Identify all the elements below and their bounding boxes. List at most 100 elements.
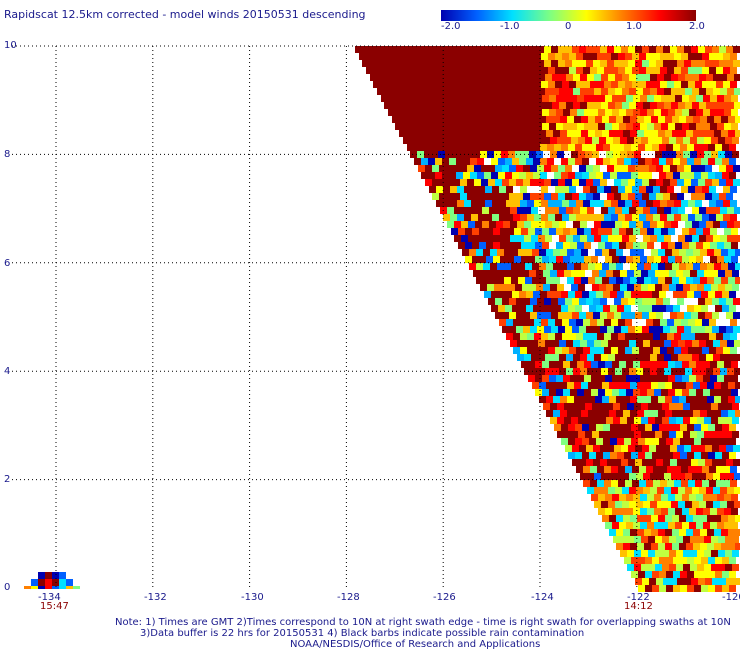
- swath-pixel: [479, 228, 486, 235]
- swath-pixel: [679, 410, 686, 417]
- swath-pixel: [661, 228, 668, 235]
- swath-pixel: [695, 466, 702, 473]
- swath-pixel: [507, 242, 514, 249]
- swath-pixel: [501, 137, 508, 144]
- swath-pixel: [576, 466, 583, 473]
- swath-pixel: [722, 291, 729, 298]
- swath-pixel: [493, 228, 500, 235]
- swath-pixel: [655, 137, 662, 144]
- swath-pixel: [690, 564, 697, 571]
- swath-pixel: [611, 53, 618, 60]
- swath-pixel: [698, 312, 705, 319]
- swath-pixel: [443, 186, 450, 193]
- swath-pixel: [460, 46, 467, 53]
- swath-pixel: [539, 263, 546, 270]
- swath-pixel: [555, 319, 562, 326]
- swath-pixel: [596, 305, 603, 312]
- swath-pixel: [565, 193, 572, 200]
- swath-pixel: [626, 256, 633, 263]
- swath-pixel: [591, 228, 598, 235]
- swath-pixel: [437, 95, 444, 102]
- lon-label: -132: [144, 592, 167, 603]
- swath-pixel: [446, 165, 453, 172]
- swath-pixel: [516, 312, 523, 319]
- swath-pixel: [591, 123, 598, 130]
- swath-pixel: [457, 67, 464, 74]
- swath-pixel: [480, 137, 487, 144]
- swath-pixel: [678, 74, 685, 81]
- swath-pixel: [615, 473, 622, 480]
- swath-pixel: [664, 207, 671, 214]
- swath-pixel: [637, 543, 644, 550]
- swath-pixel: [399, 130, 406, 137]
- swath-pixel: [669, 284, 676, 291]
- swath-pixel: [583, 186, 590, 193]
- swath-pixel: [554, 291, 561, 298]
- swath-pixel: [720, 88, 727, 95]
- swath-pixel: [560, 277, 567, 284]
- swath-pixel: [527, 81, 534, 88]
- swath-pixel: [577, 242, 584, 249]
- swath-pixel: [552, 354, 559, 361]
- swath-pixel: [627, 431, 634, 438]
- swath-pixel: [415, 53, 422, 60]
- swath-pixel: [692, 74, 699, 81]
- swath-pixel: [720, 221, 727, 228]
- swath-pixel: [681, 81, 688, 88]
- swath-pixel: [648, 536, 655, 543]
- swath-pixel: [580, 207, 587, 214]
- swath-pixel: [478, 81, 485, 88]
- swath-pixel: [660, 466, 667, 473]
- swath-pixel: [528, 242, 535, 249]
- swath-pixel: [632, 200, 639, 207]
- swath-pixel: [724, 508, 731, 515]
- swath-pixel: [657, 221, 664, 228]
- swath-pixel: [699, 207, 706, 214]
- swath-pixel: [500, 109, 507, 116]
- swath-pixel: [571, 270, 578, 277]
- swath-pixel: [708, 585, 715, 592]
- swath-pixel: [665, 515, 672, 522]
- swath-pixel: [706, 102, 713, 109]
- swath-pixel: [649, 179, 656, 186]
- swath-pixel: [590, 347, 597, 354]
- swath-pixel: [729, 424, 736, 431]
- swath-pixel: [639, 53, 646, 60]
- swath-pixel: [493, 242, 500, 249]
- swath-pixel: [470, 172, 477, 179]
- swath-pixel: [704, 431, 711, 438]
- swath-pixel: [587, 340, 594, 347]
- swath-pixel: [726, 193, 733, 200]
- swath-pixel: [524, 354, 531, 361]
- swath-pixel: [616, 130, 623, 137]
- swath-pixel: [540, 305, 547, 312]
- swath-pixel: [622, 487, 629, 494]
- swath-pixel: [471, 186, 478, 193]
- swath-pixel: [615, 74, 622, 81]
- swath-pixel: [627, 403, 634, 410]
- swath-pixel: [583, 466, 590, 473]
- swath-pixel: [673, 144, 680, 151]
- swath-pixel: [700, 410, 707, 417]
- swath-pixel: [667, 466, 674, 473]
- swath-pixel: [644, 396, 651, 403]
- swath-pixel: [595, 249, 602, 256]
- swath-pixel: [638, 438, 645, 445]
- swath-pixel: [589, 305, 596, 312]
- swath-pixel: [549, 361, 556, 368]
- swath-pixel: [630, 543, 637, 550]
- swath-pixel: [641, 550, 648, 557]
- swath-pixel: [578, 431, 585, 438]
- swath-pixel: [660, 53, 667, 60]
- swath-pixel: [441, 130, 448, 137]
- swath-pixel: [676, 151, 683, 158]
- swath-pixel: [523, 46, 530, 53]
- swath-pixel: [591, 361, 598, 368]
- swath-pixel: [716, 81, 723, 88]
- swath-pixel: [637, 263, 644, 270]
- swath-pixel: [566, 102, 573, 109]
- swath-pixel: [482, 88, 489, 95]
- swath-pixel: [695, 347, 702, 354]
- swath-pixel: [726, 459, 733, 466]
- swath-pixel: [682, 228, 689, 235]
